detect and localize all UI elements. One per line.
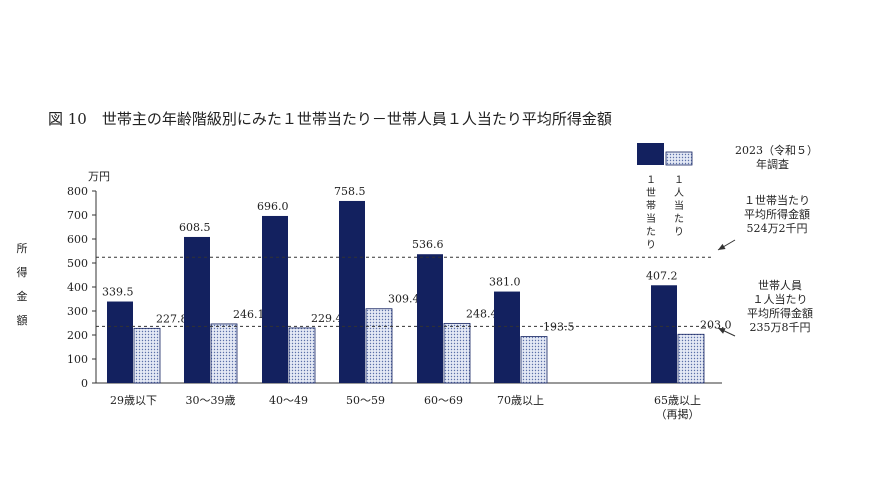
bar-household <box>107 301 133 383</box>
y-axis-unit: 万円 <box>88 170 110 183</box>
y-axis-label: 所得金額 <box>17 242 28 327</box>
data-label-per-person: 248.4 <box>466 307 498 320</box>
data-label-household: 536.6 <box>412 238 444 251</box>
bar-per-person <box>365 308 393 384</box>
legend-label-char: １ <box>646 175 656 186</box>
y-tick-label: 500 <box>67 257 88 270</box>
y-tick-label: 700 <box>67 209 88 222</box>
survey-year-note: 2023（令和５） <box>735 143 818 157</box>
reference-arrow-head <box>718 328 726 334</box>
y-tick-label: 800 <box>67 185 88 198</box>
bar-per-person <box>133 327 161 384</box>
bar-per-person <box>443 322 471 384</box>
data-label-household: 696.0 <box>257 200 289 213</box>
legend-label-char: 人 <box>674 187 684 199</box>
bar-household <box>417 254 443 383</box>
y-tick-label: 600 <box>67 233 88 246</box>
data-label-per-person: 193.5 <box>543 321 575 334</box>
x-tick-label: 40～49 <box>269 394 308 407</box>
reference-line-label: 平均所得金額 <box>744 207 810 221</box>
bar-household <box>262 215 288 383</box>
bar-household <box>494 291 520 383</box>
legend-label-char: 当 <box>646 212 656 225</box>
legend-label-char: １ <box>674 175 684 186</box>
legend: １世帯当たり １人当たり 2023（令和５） 年調査 <box>637 143 818 251</box>
x-tick-label: 70歳以上 <box>497 394 544 407</box>
reference-line-label: 世帯人員 <box>758 279 802 292</box>
legend-swatch-person <box>665 151 693 166</box>
x-tick-label: 65歳以上 <box>654 394 701 407</box>
legend-swatch-household <box>637 143 664 165</box>
data-label-household: 381.0 <box>489 276 521 289</box>
legend-label-char: た <box>646 226 656 238</box>
bar-household <box>339 200 365 383</box>
reference-line-label: 平均所得金額 <box>747 306 813 320</box>
bars: 339.5 227.8 608.5 246.1 696.0 229.4 758.5 309.4… <box>102 185 732 384</box>
legend-label-char: 帯 <box>646 199 656 212</box>
y-axis-label-char: 所 <box>17 242 28 255</box>
y-tick-label: 100 <box>67 353 88 366</box>
data-label-household: 339.5 <box>102 286 134 299</box>
legend-label-char: り <box>674 226 684 238</box>
x-tick-label: 60～69 <box>424 394 463 407</box>
chart-title: 図 10 世帯主の年齢階級別にみた１世帯当たり－世帯人員１人当たり平均所得金額 <box>48 110 612 128</box>
bar-per-person <box>210 323 238 384</box>
legend-label-char: た <box>674 213 684 225</box>
data-label-per-person: 246.1 <box>233 308 265 321</box>
reference-arrow-head <box>718 243 726 250</box>
y-tick-label: 0 <box>81 377 88 390</box>
x-tick-labels: 29歳以下 30～39歳 40～49 50～59 60～69 70歳以上 65歳以上（再掲） <box>110 394 701 421</box>
legend-label-char: 世 <box>646 187 656 199</box>
bar-per-person <box>288 327 316 384</box>
reference-line-label: 524万2千円 <box>747 222 808 235</box>
y-tick-label: 400 <box>67 281 88 294</box>
bar-household <box>651 285 677 383</box>
x-tick-label: 30～39歳 <box>186 394 236 407</box>
y-tick-label: 300 <box>67 305 88 318</box>
y-ticks: 0 100 200 300 400 500 600 700 800 <box>67 185 96 390</box>
data-label-per-person: 227.8 <box>156 312 188 325</box>
x-tick-label: 50～59 <box>346 394 385 407</box>
reference-line-label: １人当たり <box>753 292 808 306</box>
data-label-per-person: 309.4 <box>388 293 420 306</box>
data-label-per-person: 229.4 <box>311 312 343 325</box>
data-label-household: 407.2 <box>646 269 678 282</box>
bar-household <box>184 236 210 383</box>
legend-label-person: １人当たり <box>674 175 684 238</box>
y-axis-label-char: 金 <box>17 289 28 303</box>
x-tick-label: 29歳以下 <box>110 394 157 407</box>
x-tick-label-sub: （再掲） <box>656 407 700 421</box>
legend-label-char: り <box>646 239 656 251</box>
reference-lines: １世帯当たり平均所得金額524万2千円世帯人員１人当たり平均所得金額235万8千… <box>96 193 813 337</box>
data-label-household: 758.5 <box>334 185 366 198</box>
bar-per-person <box>520 336 548 384</box>
reference-line-label: 235万8千円 <box>750 321 811 334</box>
survey-year-note-2: 年調査 <box>756 157 789 171</box>
data-label-household: 608.5 <box>179 221 211 234</box>
y-axis-label-char: 額 <box>17 314 28 327</box>
legend-label-char: 当 <box>674 199 684 212</box>
y-axis-label-char: 得 <box>17 266 28 279</box>
bar-per-person <box>677 333 705 384</box>
reference-line-label: １世帯当たり <box>744 193 810 207</box>
y-tick-label: 200 <box>67 329 88 342</box>
data-label-per-person: 203.0 <box>700 318 732 331</box>
legend-label-household: １世帯当たり <box>646 175 656 251</box>
